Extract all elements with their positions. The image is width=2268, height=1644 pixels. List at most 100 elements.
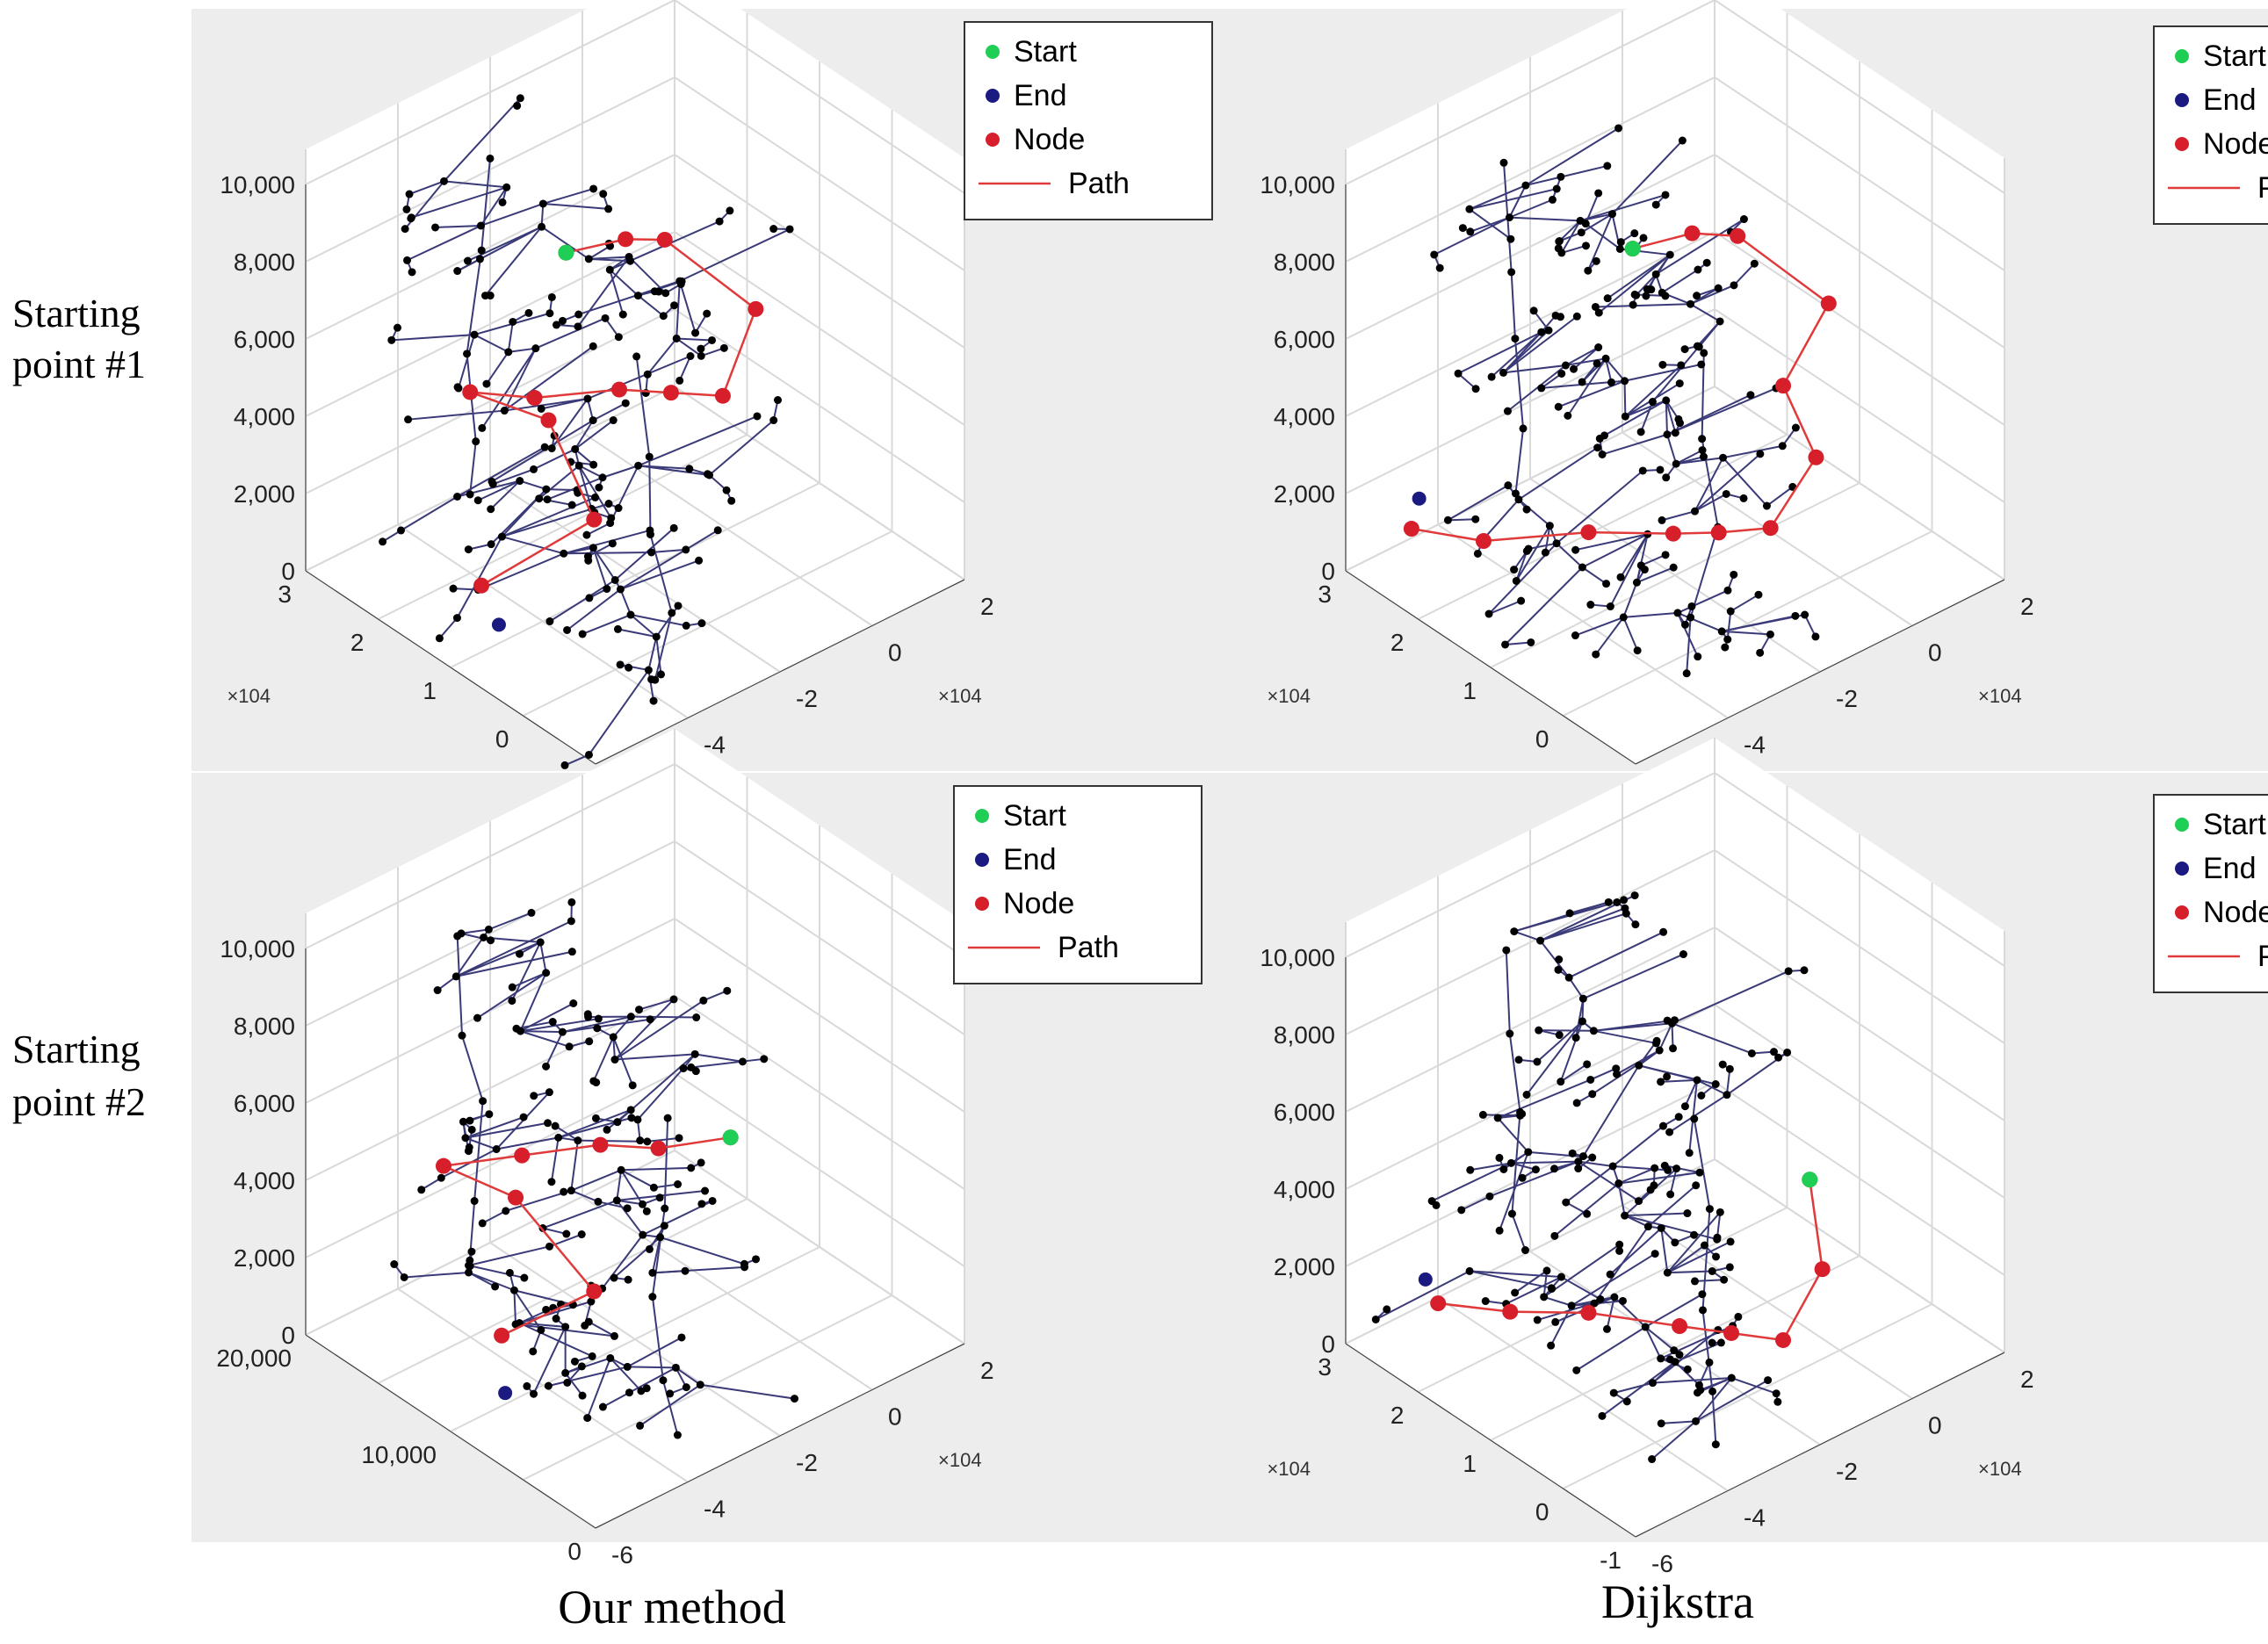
network-node: [589, 342, 597, 350]
end-legend-marker: [2175, 93, 2189, 107]
network-node: [559, 317, 567, 325]
path-node: [540, 412, 556, 428]
network-node: [1703, 259, 1711, 267]
network-node: [1801, 611, 1809, 619]
y-tick-label: 3: [278, 580, 292, 608]
network-node: [675, 377, 683, 385]
network-node: [1620, 896, 1628, 904]
network-node: [602, 314, 610, 322]
network-node: [1430, 250, 1438, 258]
network-node: [1720, 1276, 1728, 1284]
network-node: [1545, 327, 1553, 335]
network-node: [1510, 566, 1518, 573]
z-tick-label: 4,000: [1274, 1176, 1335, 1203]
network-node: [513, 102, 521, 110]
network-node: [487, 936, 495, 944]
network-node: [493, 1145, 501, 1153]
network-node: [1582, 242, 1590, 249]
network-node: [453, 493, 461, 501]
network-node: [417, 1186, 425, 1193]
network-node: [569, 999, 577, 1007]
network-node: [1582, 220, 1590, 227]
network-node: [1642, 1323, 1650, 1331]
network-node: [566, 1042, 574, 1050]
path-node: [657, 232, 673, 248]
network-node: [635, 1006, 643, 1013]
network-node: [1524, 1148, 1532, 1156]
network-node: [538, 223, 545, 231]
path-node: [1684, 226, 1700, 242]
network-node: [610, 416, 618, 424]
network-node: [434, 986, 442, 994]
network-node: [1746, 391, 1754, 399]
network-node: [561, 1369, 569, 1377]
network-node: [516, 477, 524, 485]
network-node: [1659, 928, 1667, 936]
network-node: [680, 1064, 688, 1072]
network-node: [1658, 1419, 1665, 1427]
network-node: [402, 206, 410, 213]
network-node: [452, 972, 460, 980]
node-legend-marker: [986, 133, 1000, 147]
network-node: [1656, 465, 1664, 473]
network-node: [1779, 442, 1787, 450]
network-node: [610, 1332, 618, 1340]
network-node: [1604, 294, 1612, 302]
network-node: [1734, 1313, 1742, 1321]
network-node: [670, 301, 678, 309]
network-node: [397, 526, 405, 534]
network-node: [1507, 268, 1515, 276]
network-node: [466, 1117, 473, 1125]
network-node: [1504, 481, 1512, 489]
network-node: [704, 470, 711, 478]
network-node: [478, 247, 486, 255]
network-node: [1774, 1054, 1782, 1062]
network-node: [1372, 1316, 1380, 1323]
network-node: [390, 1260, 398, 1268]
network-node: [1716, 317, 1724, 325]
network-edge: [1483, 1114, 1520, 1115]
network-node: [524, 309, 532, 317]
network-node: [687, 352, 695, 360]
network-node: [1653, 1037, 1661, 1045]
network-node: [579, 1392, 587, 1400]
network-node: [1536, 937, 1544, 945]
legend-label-end: End: [1003, 843, 1057, 876]
path-node: [1476, 533, 1492, 549]
network-node: [1647, 285, 1655, 293]
network-node: [1383, 1305, 1390, 1313]
network-node: [646, 1245, 654, 1253]
z-tick-label: 10,000: [1260, 944, 1335, 971]
network-node: [1695, 1169, 1703, 1177]
network-node: [542, 969, 550, 977]
x-tick-label: -4: [1744, 1504, 1766, 1532]
network-node: [627, 1106, 635, 1114]
network-node: [591, 494, 599, 501]
network-node: [516, 94, 524, 102]
network-node: [542, 1063, 550, 1071]
network-node: [1692, 1181, 1700, 1189]
network-node: [769, 225, 777, 233]
network-edge: [649, 457, 650, 535]
network-node: [453, 267, 461, 275]
network-node: [1773, 1389, 1780, 1397]
network-node: [606, 519, 614, 527]
network-node: [466, 1262, 474, 1270]
network-node: [1574, 1157, 1582, 1165]
network-node: [477, 221, 485, 229]
network-node: [541, 443, 549, 451]
network-node: [615, 333, 623, 341]
network-node: [531, 344, 539, 352]
network-node: [1696, 1386, 1704, 1394]
network-node: [1622, 413, 1629, 421]
network-node: [1485, 1193, 1493, 1201]
network-node: [1593, 359, 1601, 367]
network-node: [545, 1088, 553, 1096]
network-node: [1603, 162, 1611, 169]
network-node: [450, 585, 458, 593]
network-node: [1634, 646, 1642, 654]
network-node: [1513, 577, 1520, 585]
network-node: [697, 1158, 705, 1166]
network-node: [1730, 571, 1737, 579]
